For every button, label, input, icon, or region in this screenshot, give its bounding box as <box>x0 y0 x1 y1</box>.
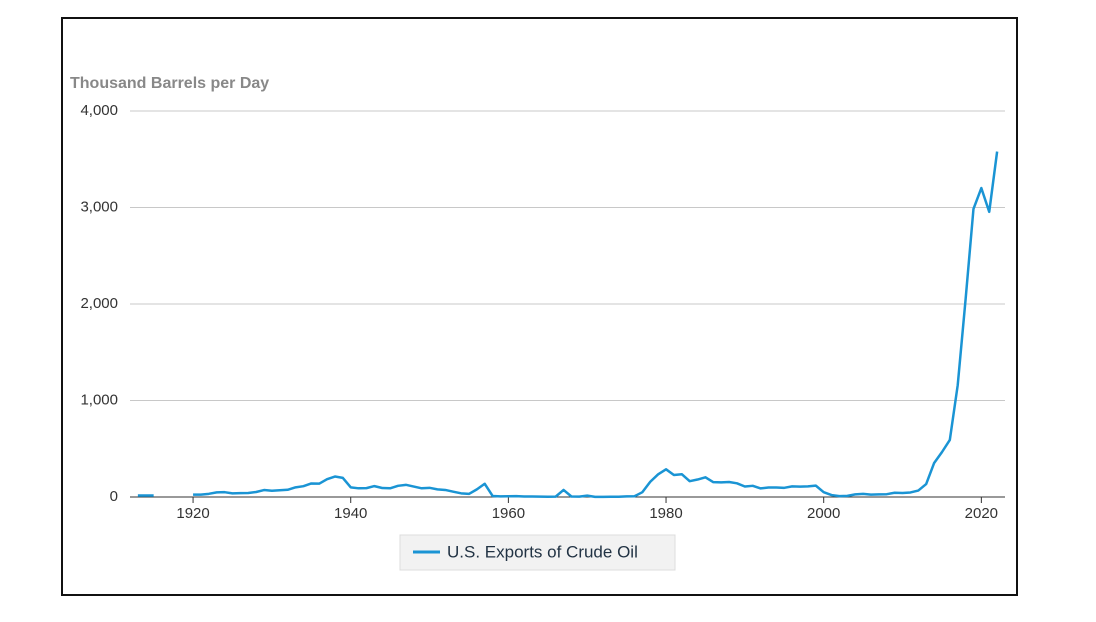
x-tick-label: 2000 <box>807 505 840 522</box>
x-tick-label: 1960 <box>492 505 525 522</box>
y-tick-label: 1,000 <box>80 391 118 408</box>
y-tick-label: 0 <box>110 488 118 505</box>
data-line <box>137 151 999 499</box>
x-tick-label: 1980 <box>649 505 682 522</box>
y-tick-label: 3,000 <box>80 198 118 215</box>
y-tick-label: 2,000 <box>80 295 118 312</box>
x-tick-label: 1920 <box>176 505 209 522</box>
x-tick-label: 2020 <box>965 505 998 522</box>
legend <box>399 534 676 571</box>
frame <box>61 17 1018 596</box>
legend-label: U.S. Exports of Crude Oil <box>447 542 638 561</box>
y-tick-label: 4,000 <box>80 102 118 119</box>
y-axis-title: Thousand Barrels per Day <box>70 75 269 92</box>
x-tick-label: 1940 <box>334 505 367 522</box>
